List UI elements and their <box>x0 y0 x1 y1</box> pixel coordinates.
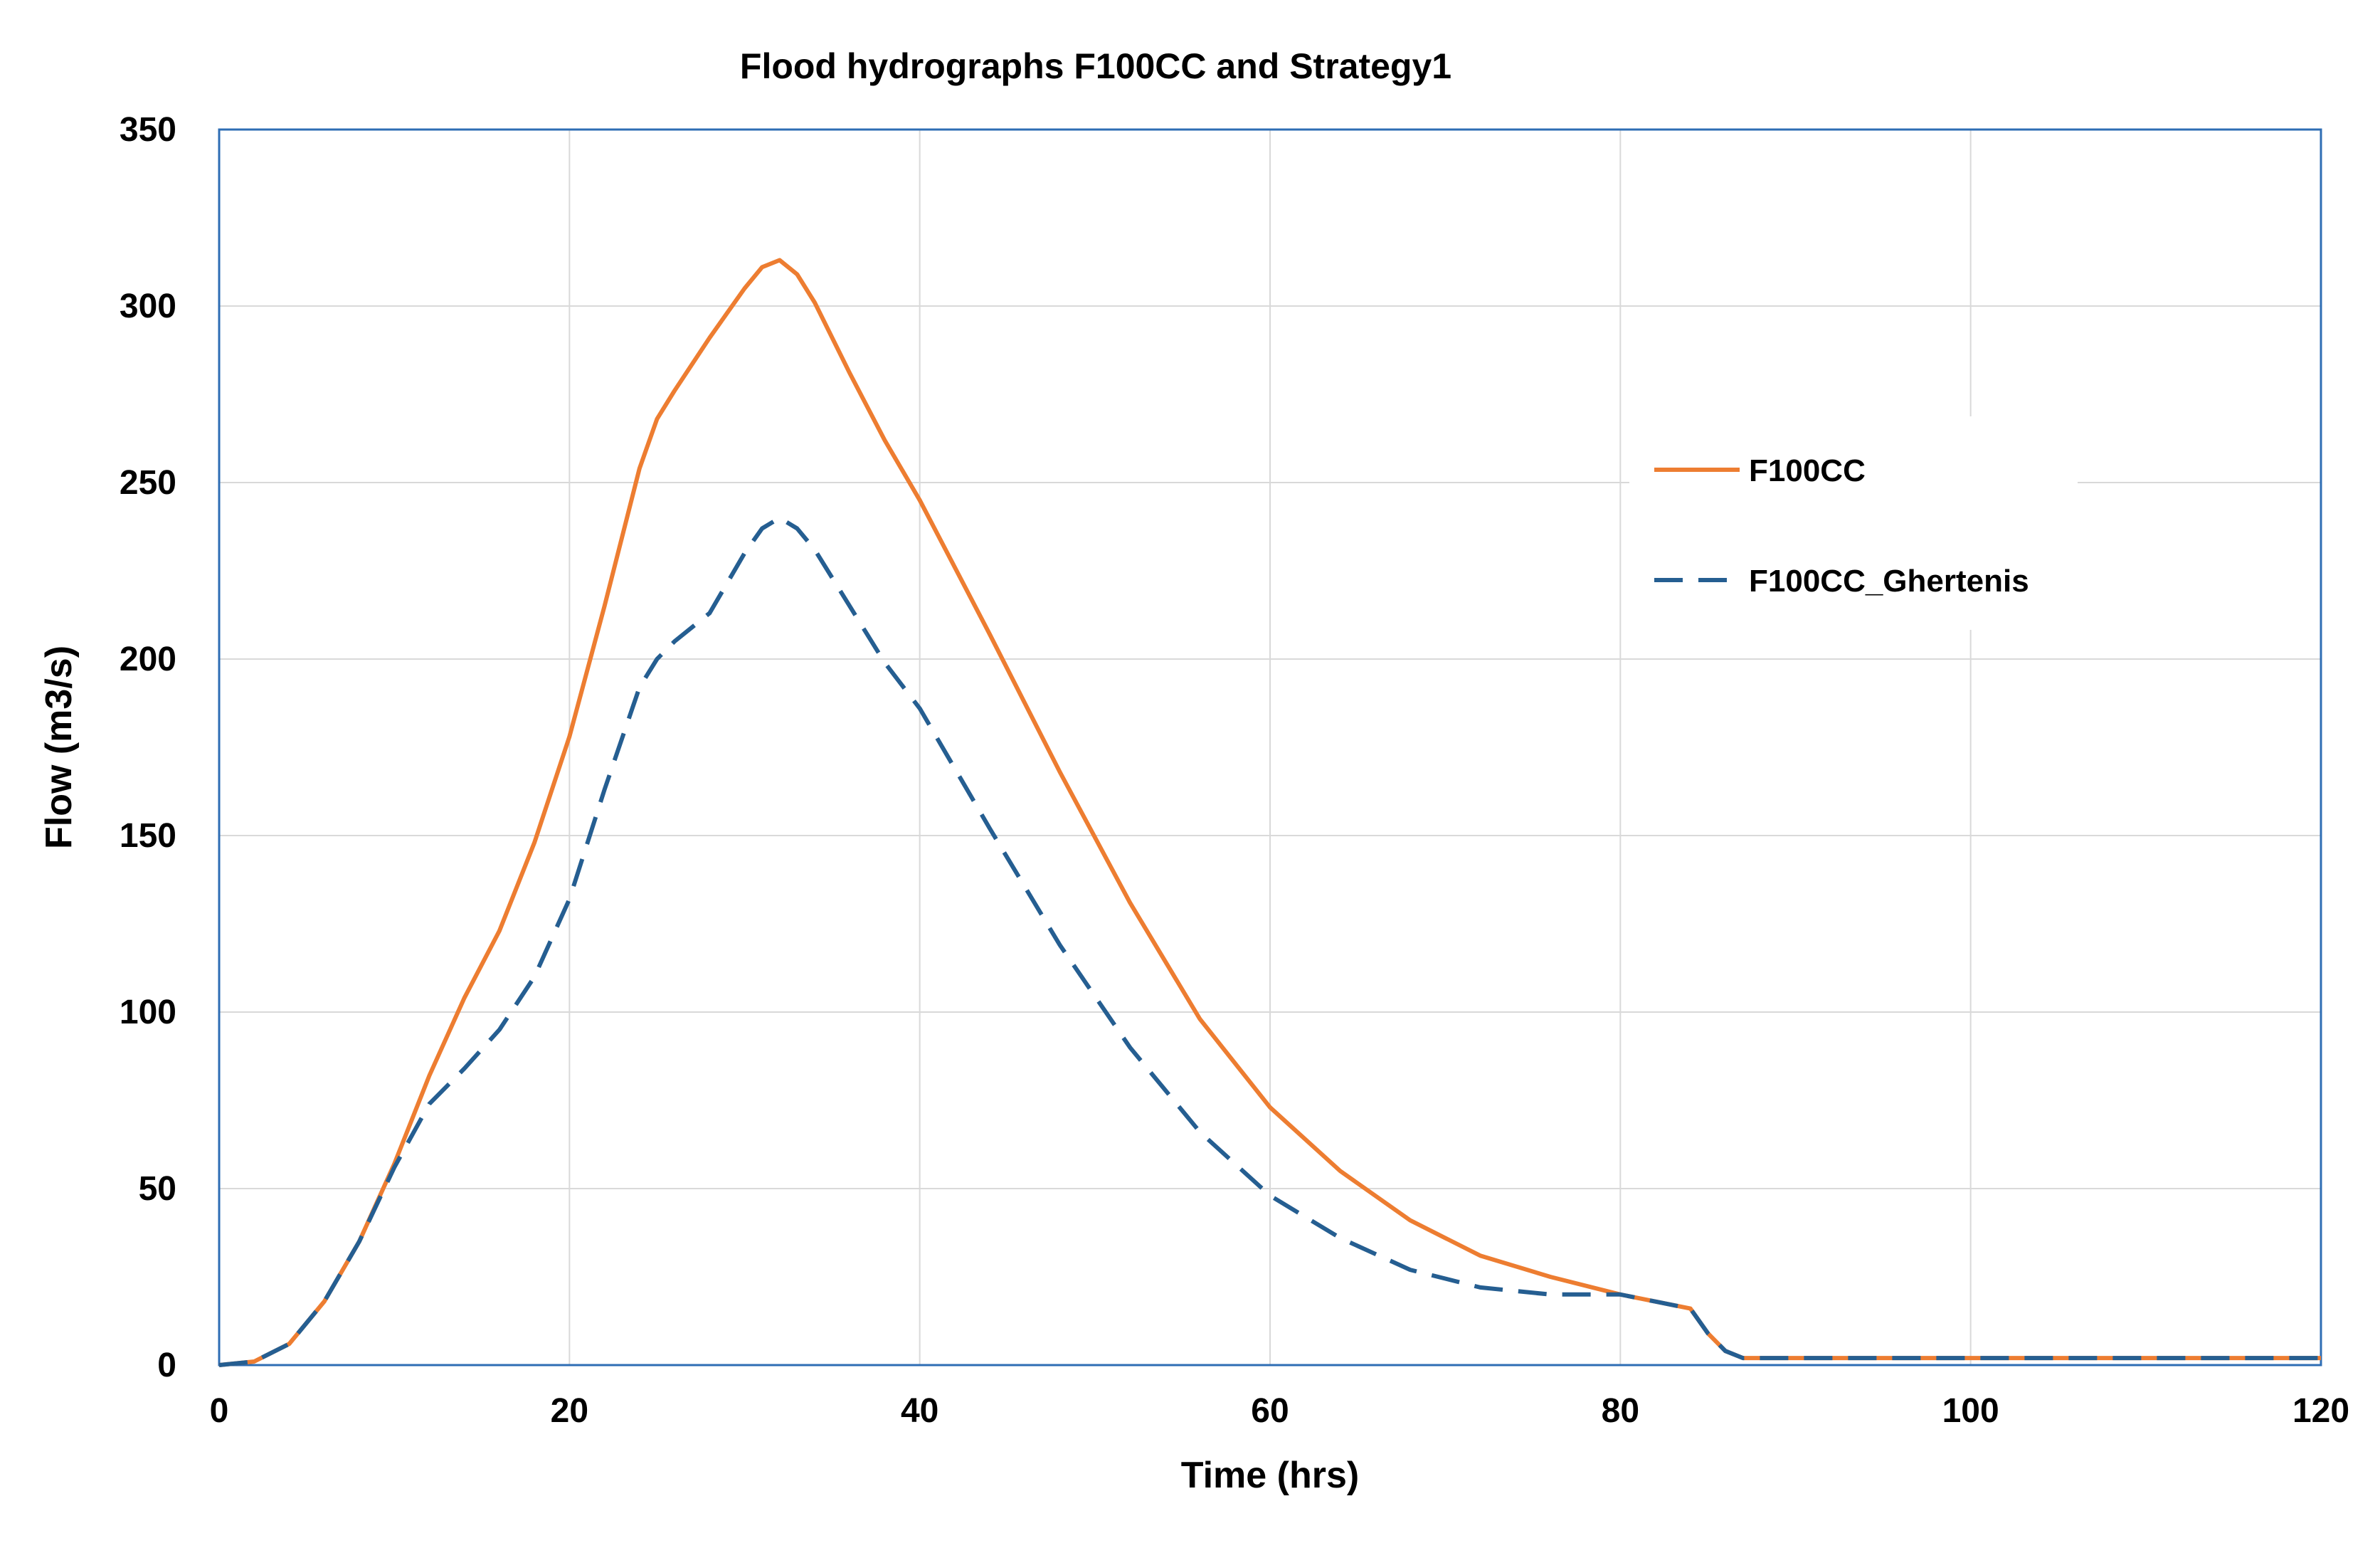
x-tick-label: 80 <box>1602 1392 1639 1430</box>
x-axis-ticks: 0 20 40 60 80 100 120 <box>210 1392 2349 1430</box>
legend-label-1: F100CC_Ghertenis <box>1749 564 2029 599</box>
plot-area-border <box>218 128 2322 1367</box>
x-tick-label: 60 <box>1251 1392 1289 1430</box>
y-tick-label: 300 <box>120 288 176 325</box>
y-tick-label: 100 <box>120 994 176 1031</box>
x-tick-label: 100 <box>1942 1392 1999 1430</box>
series-line-0 <box>218 258 2321 1367</box>
x-tick-label: 0 <box>210 1392 229 1430</box>
y-tick-label: 50 <box>139 1170 176 1208</box>
y-tick-label: 0 <box>157 1347 176 1384</box>
x-tick-label: 40 <box>901 1392 938 1430</box>
y-axis-label: Flow (m3/s) <box>38 646 80 849</box>
x-axis-label: Time (hrs) <box>1181 1455 1359 1496</box>
legend-label-0: F100CC <box>1749 453 1866 488</box>
series-layer <box>218 258 2321 1367</box>
legend: F100CC F100CC_Ghertenis <box>1629 416 2078 630</box>
series-line-1 <box>218 515 2321 1367</box>
x-tick-label: 120 <box>2292 1392 2349 1430</box>
legend-box <box>1629 416 2078 630</box>
y-axis-ticks: 0 50 100 150 200 250 300 350 <box>120 111 176 1384</box>
x-tick-label: 20 <box>551 1392 588 1430</box>
y-tick-label: 250 <box>120 464 176 502</box>
y-tick-label: 200 <box>120 641 176 678</box>
y-tick-label: 350 <box>120 111 176 149</box>
y-tick-label: 150 <box>120 817 176 855</box>
chart-title: Flood hydrographs F100CC and Strategy1 <box>740 46 1451 86</box>
